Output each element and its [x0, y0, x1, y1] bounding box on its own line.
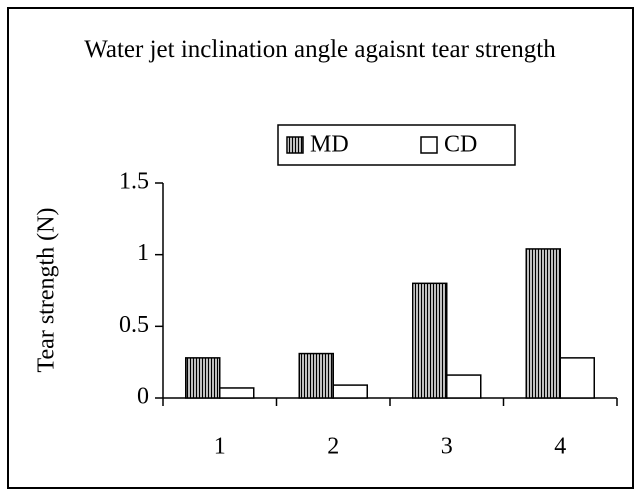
legend-label: CD: [444, 132, 477, 158]
frame: [7, 7, 634, 489]
bar: [525, 248, 561, 399]
legend-box: [277, 124, 516, 166]
legend-swatch: [286, 136, 304, 154]
bar: [298, 352, 334, 399]
x-tick-label: 2: [327, 434, 339, 460]
bar: [412, 282, 448, 399]
bar: [446, 374, 482, 399]
bar: [219, 387, 255, 399]
y-tick-label: 1.5: [119, 169, 149, 195]
bar: [559, 357, 595, 399]
bar: [332, 384, 368, 399]
chart-title: Water jet inclination angle agaisnt tear…: [84, 36, 556, 63]
x-tick-label: 1: [214, 434, 226, 460]
y-axis-label: Tear strength (N): [34, 208, 60, 373]
x-tick-label: 3: [441, 434, 453, 460]
x-tick-label: 4: [554, 434, 566, 460]
y-tick-label: 0: [137, 384, 149, 410]
legend-label: MD: [310, 132, 349, 158]
y-tick-label: 1: [137, 240, 149, 266]
bar: [185, 357, 221, 399]
legend-swatch: [420, 136, 438, 154]
y-tick-label: 0.5: [119, 312, 149, 338]
